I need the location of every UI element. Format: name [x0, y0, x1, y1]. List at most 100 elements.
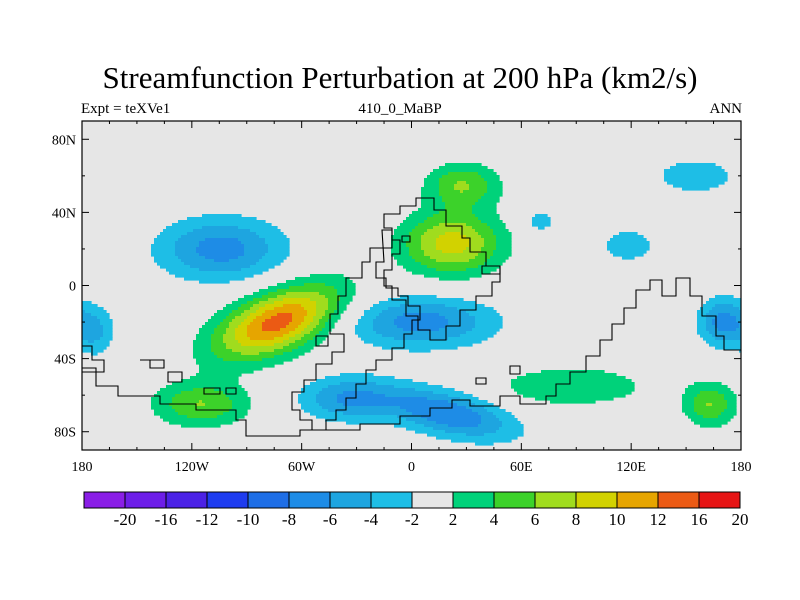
contour-cell [442, 199, 479, 203]
contour-cell [325, 418, 407, 422]
contour-cell [736, 316, 741, 320]
colorbar-label: -4 [364, 510, 379, 529]
contour-cell [268, 244, 290, 248]
contour-cell [355, 328, 374, 332]
contour-cell [172, 223, 272, 227]
contour-cell [715, 316, 737, 320]
contour-cell [457, 307, 494, 311]
contour-cell [259, 352, 284, 356]
contour-cell [238, 340, 284, 344]
contour-cell [217, 325, 230, 329]
contour-cell [211, 343, 227, 347]
contour-cell [535, 397, 614, 401]
contour-cell [475, 322, 503, 326]
contour-cell [427, 433, 467, 437]
contour-cell [304, 343, 320, 347]
contour-cell [409, 253, 425, 257]
contour-cell [169, 403, 197, 407]
contour-cell [421, 190, 440, 194]
contour-cell [250, 265, 275, 269]
contour-cell [685, 391, 701, 395]
contour-cell [439, 187, 455, 191]
contour-cell [436, 436, 518, 440]
contour-cell [466, 181, 488, 185]
contour-cell [190, 265, 251, 269]
contour-cell [421, 193, 440, 197]
contour-cell [481, 421, 503, 425]
contour-cell [328, 319, 338, 323]
contour-cell [154, 238, 179, 242]
colorbar-label: -8 [282, 510, 296, 529]
contour-cell [394, 232, 410, 236]
contour-cell [739, 325, 741, 329]
contour-cell [82, 343, 110, 347]
contour-cell [388, 307, 458, 311]
contour-cell [697, 394, 725, 398]
contour-cell [82, 301, 92, 305]
contour-cell [223, 391, 248, 395]
contour-cell [343, 403, 458, 407]
contour-cell [187, 232, 257, 236]
contour-cell [376, 316, 398, 320]
contour-cell [304, 334, 317, 338]
contour-cell [328, 409, 407, 413]
contour-cell [82, 310, 86, 314]
contour-cell [211, 346, 227, 350]
contour-cell [283, 352, 305, 356]
contour-cell [403, 265, 428, 269]
contour-cell [709, 310, 741, 314]
contour-cell [448, 319, 476, 323]
contour-cell [175, 394, 227, 398]
contour-cell [193, 343, 212, 347]
contour-cell [94, 340, 110, 344]
contour-cell [223, 334, 236, 338]
contour-cell [250, 313, 263, 317]
contour-cell [232, 406, 251, 410]
contour-cell [499, 427, 524, 431]
contour-cell [466, 310, 497, 314]
contour-cell [397, 316, 446, 320]
contour-cell [268, 298, 284, 302]
contour-cell [697, 319, 707, 323]
contour-cell [229, 313, 242, 317]
contour-cell [415, 259, 437, 263]
contour-cell [286, 325, 299, 329]
contour-cell [82, 304, 98, 308]
contour-cell [439, 277, 470, 281]
contour-cell [334, 310, 344, 314]
contour-cell [472, 211, 497, 215]
colorbar-label: 12 [650, 510, 667, 529]
contour-cell [706, 328, 719, 332]
contour-cell [214, 352, 242, 356]
contour-cell [439, 178, 485, 182]
contour-cell [487, 223, 506, 227]
contour-cell [394, 385, 443, 389]
contour-cell [166, 385, 242, 389]
contour-cell [283, 340, 296, 344]
contour-cell [310, 322, 320, 326]
contour-cell [448, 400, 470, 404]
contour-cell [499, 418, 518, 422]
contour-cell [715, 346, 741, 350]
contour-cell [238, 256, 263, 260]
contour-cell [241, 304, 254, 308]
contour-cell [214, 388, 245, 392]
contour-cell [706, 301, 741, 305]
contour-cell [403, 220, 425, 224]
contour-cell [682, 400, 695, 404]
y-tick-label: 40S [54, 353, 76, 368]
contour-cell [169, 271, 263, 275]
contour-cell [445, 208, 473, 212]
contour-cell [319, 292, 338, 296]
contour-cell [409, 238, 422, 242]
contour-cell [394, 319, 449, 323]
contour-cell [226, 316, 236, 320]
contour-cell [175, 409, 230, 413]
contour-cell [466, 433, 485, 437]
contour-cell [532, 217, 551, 221]
contour-cell [607, 244, 650, 248]
contour-cell [322, 406, 401, 410]
contour-cell [160, 265, 191, 269]
contour-cell [706, 322, 713, 326]
